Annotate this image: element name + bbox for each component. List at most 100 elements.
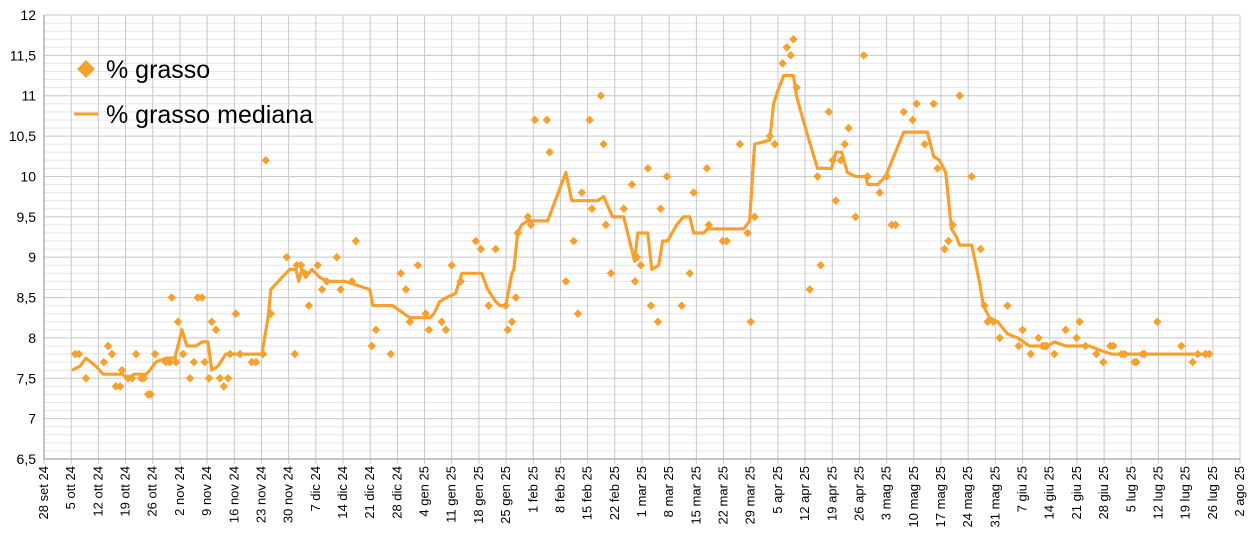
data-point xyxy=(178,349,188,359)
data-point xyxy=(313,260,323,270)
data-point xyxy=(875,188,884,197)
data-point xyxy=(920,139,929,149)
data-point xyxy=(899,107,909,117)
x-tick-label: 28 set 24 xyxy=(36,466,51,520)
data-point xyxy=(317,285,327,294)
data-point xyxy=(545,147,554,157)
x-tick-label: 1 feb 25 xyxy=(525,466,540,513)
data-point xyxy=(219,382,229,391)
data-point xyxy=(115,382,125,391)
legend-label-median: % grasso mediana xyxy=(106,101,313,129)
x-tick-label: 18 gen 25 xyxy=(471,466,486,524)
x-tick-label: 4 gen 25 xyxy=(417,466,432,517)
data-point xyxy=(782,42,792,52)
x-tick-label: 25 gen 25 xyxy=(498,466,513,524)
data-point xyxy=(185,373,195,383)
data-point xyxy=(215,373,225,383)
data-point xyxy=(1132,357,1141,367)
data-point xyxy=(828,156,837,165)
data-point xyxy=(840,139,849,149)
x-tick-label: 19 lug 25 xyxy=(1178,466,1193,520)
data-point xyxy=(542,115,552,125)
x-tick-label: 16 nov 24 xyxy=(226,466,241,523)
data-point xyxy=(746,317,756,327)
data-point xyxy=(367,341,377,351)
y-tick-label: 11 xyxy=(21,88,36,104)
data-point xyxy=(103,341,113,351)
data-point xyxy=(386,349,396,359)
x-tick-label: 2 ago 25 xyxy=(1232,466,1247,517)
data-point xyxy=(735,139,745,149)
x-tick-label: 19 ott 24 xyxy=(118,466,133,517)
data-point xyxy=(150,349,160,359)
data-point xyxy=(437,317,446,327)
x-tick-label: 5 lug 25 xyxy=(1123,466,1138,512)
x-tick-label: 31 mag 25 xyxy=(987,466,1002,527)
data-point xyxy=(1003,301,1012,310)
data-point xyxy=(261,156,271,165)
data-point xyxy=(1081,341,1090,351)
data-point xyxy=(1188,357,1197,367)
data-point xyxy=(619,204,629,214)
data-point xyxy=(824,107,834,117)
x-tick-label: 22 mar 25 xyxy=(716,466,731,525)
data-point xyxy=(441,325,451,335)
data-point xyxy=(1177,341,1186,351)
data-point xyxy=(1075,317,1084,327)
data-point xyxy=(859,51,869,60)
data-point xyxy=(630,277,640,286)
data-point xyxy=(74,349,84,359)
x-tick-label: 21 dic 24 xyxy=(362,466,377,519)
x-tick-label: 3 mag 25 xyxy=(879,466,894,520)
y-tick-label: 12 xyxy=(20,7,36,23)
data-point xyxy=(685,269,695,278)
data-point xyxy=(304,301,314,310)
data-point xyxy=(1193,349,1202,359)
data-point xyxy=(204,373,214,383)
data-point xyxy=(484,301,493,310)
x-tick-label: 9 nov 24 xyxy=(199,466,214,516)
data-point xyxy=(948,220,957,230)
data-point xyxy=(421,309,431,318)
data-point xyxy=(300,269,310,278)
x-tick-label: 12 lug 25 xyxy=(1150,466,1165,520)
data-point xyxy=(789,34,798,44)
data-point xyxy=(585,115,594,125)
data-point xyxy=(1099,357,1108,367)
data-point xyxy=(891,220,900,230)
data-point xyxy=(765,131,775,141)
data-point xyxy=(290,349,300,359)
x-tick-label: 5 apr 25 xyxy=(770,466,785,514)
data-point xyxy=(1042,341,1051,351)
data-point xyxy=(197,293,207,302)
fat-series xyxy=(70,34,1214,399)
x-tick-label: 22 feb 25 xyxy=(607,466,622,520)
data-point xyxy=(127,373,137,383)
data-point xyxy=(491,244,500,254)
data-point xyxy=(165,357,175,367)
x-tick-label: 7 giu 25 xyxy=(1015,466,1030,512)
x-tick-label: 30 nov 24 xyxy=(281,466,296,523)
data-point xyxy=(882,172,891,181)
data-point xyxy=(863,172,872,181)
data-point xyxy=(501,301,511,310)
x-tick-label: 26 lug 25 xyxy=(1205,466,1220,520)
data-point xyxy=(816,260,825,270)
data-point xyxy=(704,220,714,230)
x-tick-label: 19 apr 25 xyxy=(824,466,839,521)
data-point xyxy=(332,252,342,262)
data-point xyxy=(677,301,686,310)
data-point xyxy=(743,228,752,238)
data-point xyxy=(912,99,921,109)
data-point xyxy=(944,236,953,246)
data-point xyxy=(530,115,540,125)
data-point xyxy=(813,172,822,181)
data-point xyxy=(561,277,571,286)
data-point xyxy=(447,260,457,270)
data-point xyxy=(792,83,801,92)
data-point xyxy=(81,373,91,383)
data-point xyxy=(702,164,712,173)
data-point xyxy=(599,139,608,149)
x-tick-label: 21 giu 25 xyxy=(1069,466,1084,520)
data-point xyxy=(606,269,616,278)
